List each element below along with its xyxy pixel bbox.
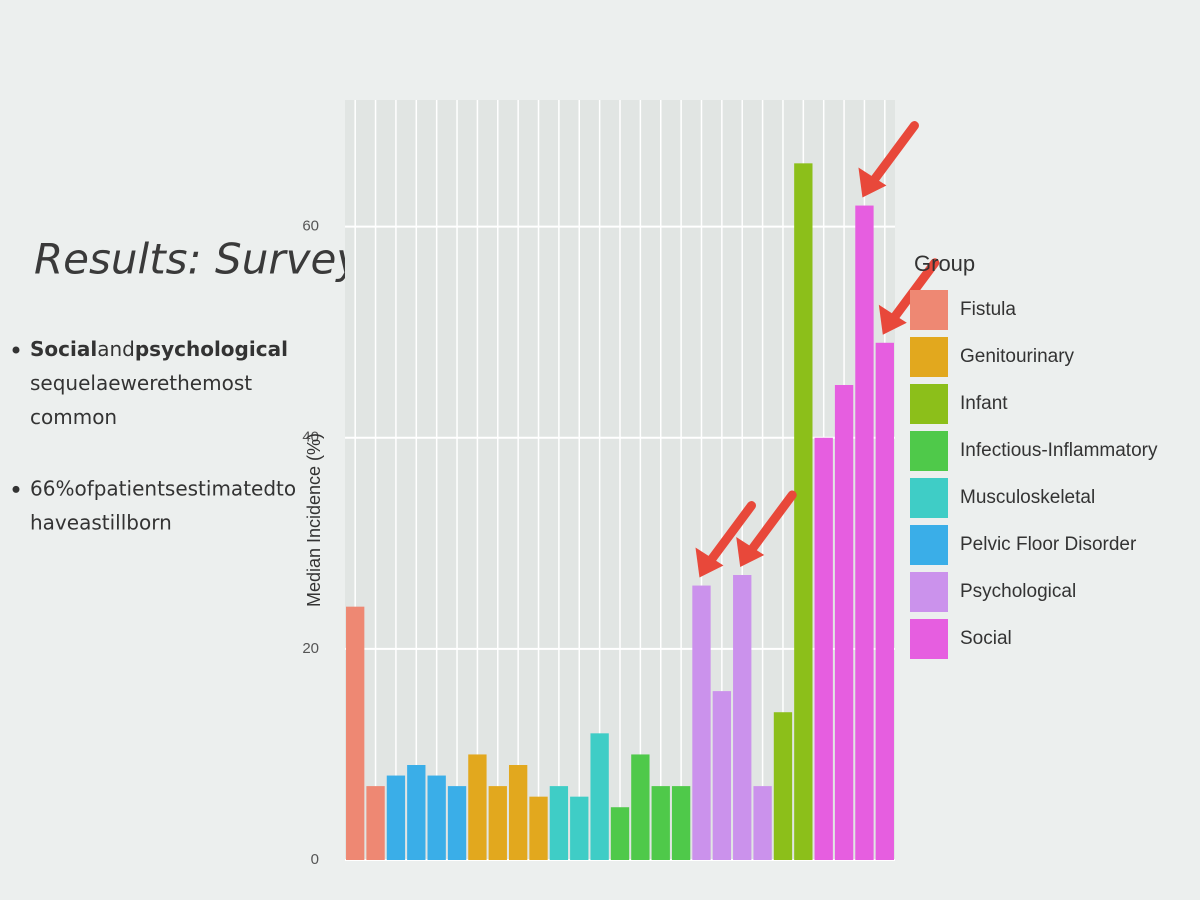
legend-swatch (910, 619, 948, 659)
y-tick-label: 0 (311, 851, 319, 868)
bullet-word: sequelae (30, 371, 121, 395)
bullet-word: psychological (135, 337, 288, 361)
bar (529, 796, 548, 860)
bullet-word: to (276, 476, 296, 500)
y-axis-label: Median Incidence (%) (304, 433, 324, 607)
bar (753, 786, 772, 860)
legend-label: Infant (960, 393, 1008, 414)
bar (427, 775, 446, 860)
arrow-head (695, 547, 724, 578)
y-tick-label: 20 (302, 640, 319, 657)
legend-swatch (910, 337, 948, 377)
bar (447, 786, 467, 860)
bullet-word: stillborn (91, 510, 171, 534)
bullet-word: 66% (30, 476, 74, 500)
bullet-text: Social and psychological sequelae were t… (30, 337, 294, 429)
arrow-shaft (700, 501, 756, 573)
legend-swatch (910, 572, 948, 612)
bar (692, 585, 711, 860)
arrow-head (858, 167, 887, 198)
bar (570, 796, 589, 860)
bar (610, 807, 630, 860)
legend-swatch (910, 525, 948, 565)
bullet-word: were (121, 371, 170, 395)
legend-swatch (910, 478, 948, 518)
bar (671, 786, 691, 860)
bar (407, 765, 426, 860)
bullet-word: Social (30, 337, 97, 361)
bar (773, 712, 793, 860)
bar (346, 606, 365, 860)
bar (834, 385, 854, 860)
bar (855, 205, 874, 861)
bullet-text: 66% of patients estimated to have a stil… (30, 476, 302, 534)
chart: 0 20 40 60 Median Incidence (%) Group Fistula G… (302, 100, 1158, 868)
y-tick-label: 60 (302, 218, 319, 235)
bullet-word (288, 337, 294, 361)
bar (366, 786, 385, 860)
bullet-word: the (169, 371, 202, 395)
bar (549, 786, 569, 860)
bar (712, 691, 732, 860)
arrow-head (878, 304, 907, 335)
bar (651, 786, 670, 860)
bar (468, 754, 487, 860)
bullet-word: common (30, 405, 117, 429)
legend-label: Infectious-Inflammatory (960, 440, 1158, 461)
bullet-word: most (202, 371, 252, 395)
legend-label: Pelvic Floor Disorder (960, 534, 1137, 555)
bullet-word: a (79, 510, 91, 534)
arrow-head (736, 537, 765, 567)
bullet-word: and (97, 337, 135, 361)
bullet-word: of (74, 476, 94, 500)
bar (733, 575, 752, 860)
bar (875, 342, 894, 860)
bar (488, 786, 507, 860)
bar (386, 775, 406, 860)
legend-label: Psychological (960, 581, 1076, 602)
bullet-word: patients (94, 476, 176, 500)
legend-swatch (910, 384, 948, 424)
bar (794, 163, 813, 861)
legend-swatch (910, 290, 948, 330)
bar (814, 437, 833, 860)
legend-swatch (910, 431, 948, 471)
arrow-shaft (863, 121, 919, 193)
bullet-word (252, 371, 258, 395)
bullet-word: estimated (175, 476, 276, 500)
legend-label: Genitourinary (960, 346, 1075, 367)
bar (508, 765, 528, 860)
legend-label: Musculoskeletal (960, 487, 1095, 508)
legend-label: Social (960, 628, 1012, 649)
bullet-dot (12, 485, 20, 493)
bullet-list: Social and psychological sequelae were t… (12, 337, 302, 534)
bar (631, 754, 650, 860)
arrow-shaft (741, 490, 797, 562)
legend-title: Group (914, 251, 975, 276)
legend-label: Fistula (960, 299, 1016, 320)
y-tick-label: 40 (302, 429, 319, 446)
bullet-dot (12, 346, 20, 354)
bar (590, 733, 609, 860)
slide-title: Results: Survey (34, 235, 362, 284)
bullet-word: have (30, 510, 79, 534)
bullet-word (296, 476, 302, 500)
